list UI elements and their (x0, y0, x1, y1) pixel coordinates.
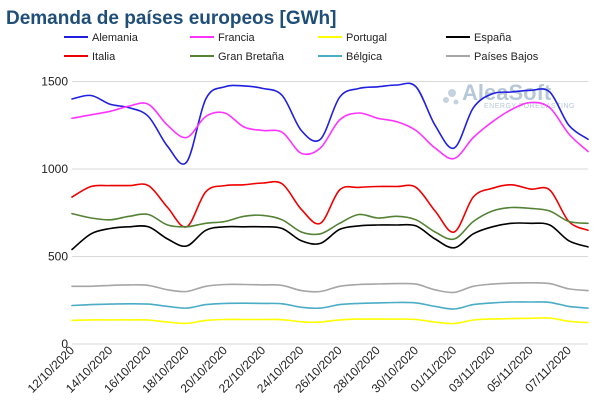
series-line-portugal (71, 317, 589, 325)
watermark-tagline: ENERGY FORECASTING (484, 103, 575, 110)
legend-label-alemania: Alemania (92, 32, 139, 44)
legend-label-espana: España (474, 32, 512, 44)
y-tick-label: 500 (48, 250, 68, 264)
series-line-italia (71, 180, 589, 233)
y-tick-label: 1000 (41, 162, 68, 176)
y-axis: 0 500 1000 1500 (41, 75, 68, 352)
series-line-alemania (71, 82, 589, 165)
legend-label-francia: Francia (218, 32, 256, 44)
series-lines (71, 82, 589, 325)
legend-label-portugal: Portugal (346, 32, 387, 44)
gridlines (72, 81, 588, 345)
series-line-francia (71, 101, 589, 160)
aleasoft-logo: AleaSoft ENERGY FORECASTING (443, 80, 575, 110)
chart-title: Demanda de países europeos [GWh] (6, 8, 336, 29)
legend-label-italia: Italia (92, 51, 116, 63)
legend-label-belgica: Bélgica (346, 51, 383, 63)
legend-label-gran-bretana: Gran Bretaña (218, 51, 285, 63)
y-tick-label: 0 (61, 337, 68, 351)
y-tick-label: 1500 (41, 75, 68, 89)
series-line-espana (71, 222, 589, 251)
legend-label-paises-bajos: Países Bajos (474, 51, 539, 63)
legend: Alemania Francia Portugal España Italia Gran … (64, 32, 539, 63)
series-line-paises-bajos (71, 281, 589, 294)
x-axis: 12/10/202014/10/202016/10/202018/10/2020… (25, 343, 574, 396)
series-line-gran-bretana (71, 206, 589, 241)
series-line-belgica (71, 301, 589, 310)
